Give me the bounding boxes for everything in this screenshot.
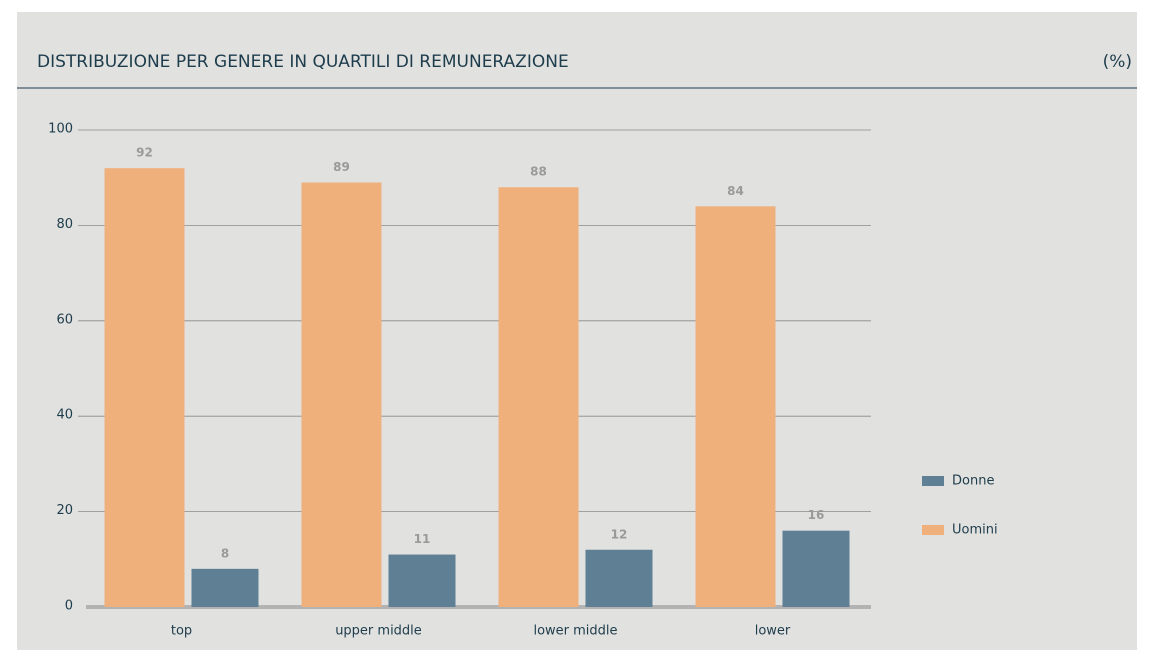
y-tick-label: 60 (56, 312, 73, 327)
chart-title: DISTRIBUZIONE PER GENERE IN QUARTILI DI … (37, 52, 569, 72)
value-label: 11 (414, 532, 431, 546)
bar (695, 206, 776, 607)
legend-swatch (922, 525, 944, 535)
y-tick-label: 40 (56, 408, 73, 423)
y-tick-label: 0 (65, 599, 73, 614)
value-label: 12 (611, 527, 628, 541)
value-label: 16 (808, 508, 825, 522)
bar (191, 568, 259, 607)
x-tick-label: lower middle (533, 624, 617, 639)
value-label: 88 (530, 165, 547, 179)
x-tick-label: lower (755, 624, 791, 639)
value-label: 89 (333, 160, 350, 174)
bar (388, 554, 456, 607)
value-label: 84 (727, 184, 744, 198)
y-tick-label: 20 (56, 503, 73, 518)
bar (782, 530, 850, 607)
y-tick-label: 100 (48, 122, 73, 137)
x-tick-label: top (171, 624, 192, 639)
legend-swatch (922, 476, 944, 486)
bar (585, 549, 653, 607)
bar (498, 187, 579, 608)
x-tick-label: upper middle (335, 624, 422, 639)
legend-label: Uomini (952, 523, 998, 538)
legend-label: Donne (952, 474, 994, 489)
bar (104, 168, 185, 607)
y-tick-label: 80 (56, 217, 73, 232)
value-label: 8 (221, 546, 229, 560)
unit-label: (%) (1103, 52, 1132, 72)
value-label: 92 (136, 146, 153, 160)
bar (301, 182, 382, 607)
